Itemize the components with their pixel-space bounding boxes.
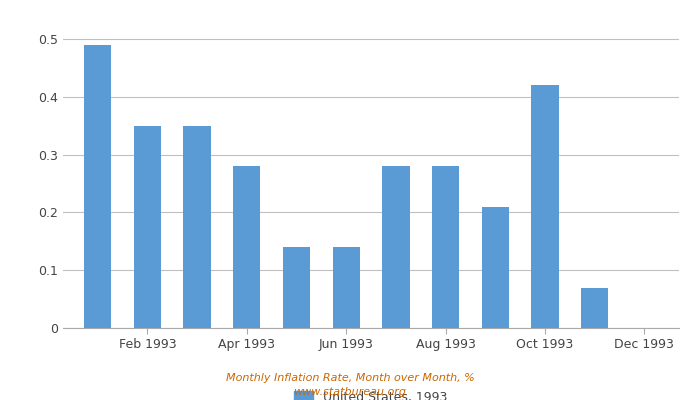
Text: www.statbureau.org: www.statbureau.org <box>293 387 407 397</box>
Bar <box>283 247 310 328</box>
Text: Monthly Inflation Rate, Month over Month, %: Monthly Inflation Rate, Month over Month… <box>225 373 475 383</box>
Bar <box>581 288 608 328</box>
Bar <box>432 166 459 328</box>
Bar <box>382 166 410 328</box>
Bar <box>332 247 360 328</box>
Legend: United States, 1993: United States, 1993 <box>289 386 453 400</box>
Bar <box>531 85 559 328</box>
Bar <box>233 166 260 328</box>
Bar <box>134 126 161 328</box>
Bar <box>482 207 509 328</box>
Bar <box>84 45 111 328</box>
Bar <box>183 126 211 328</box>
